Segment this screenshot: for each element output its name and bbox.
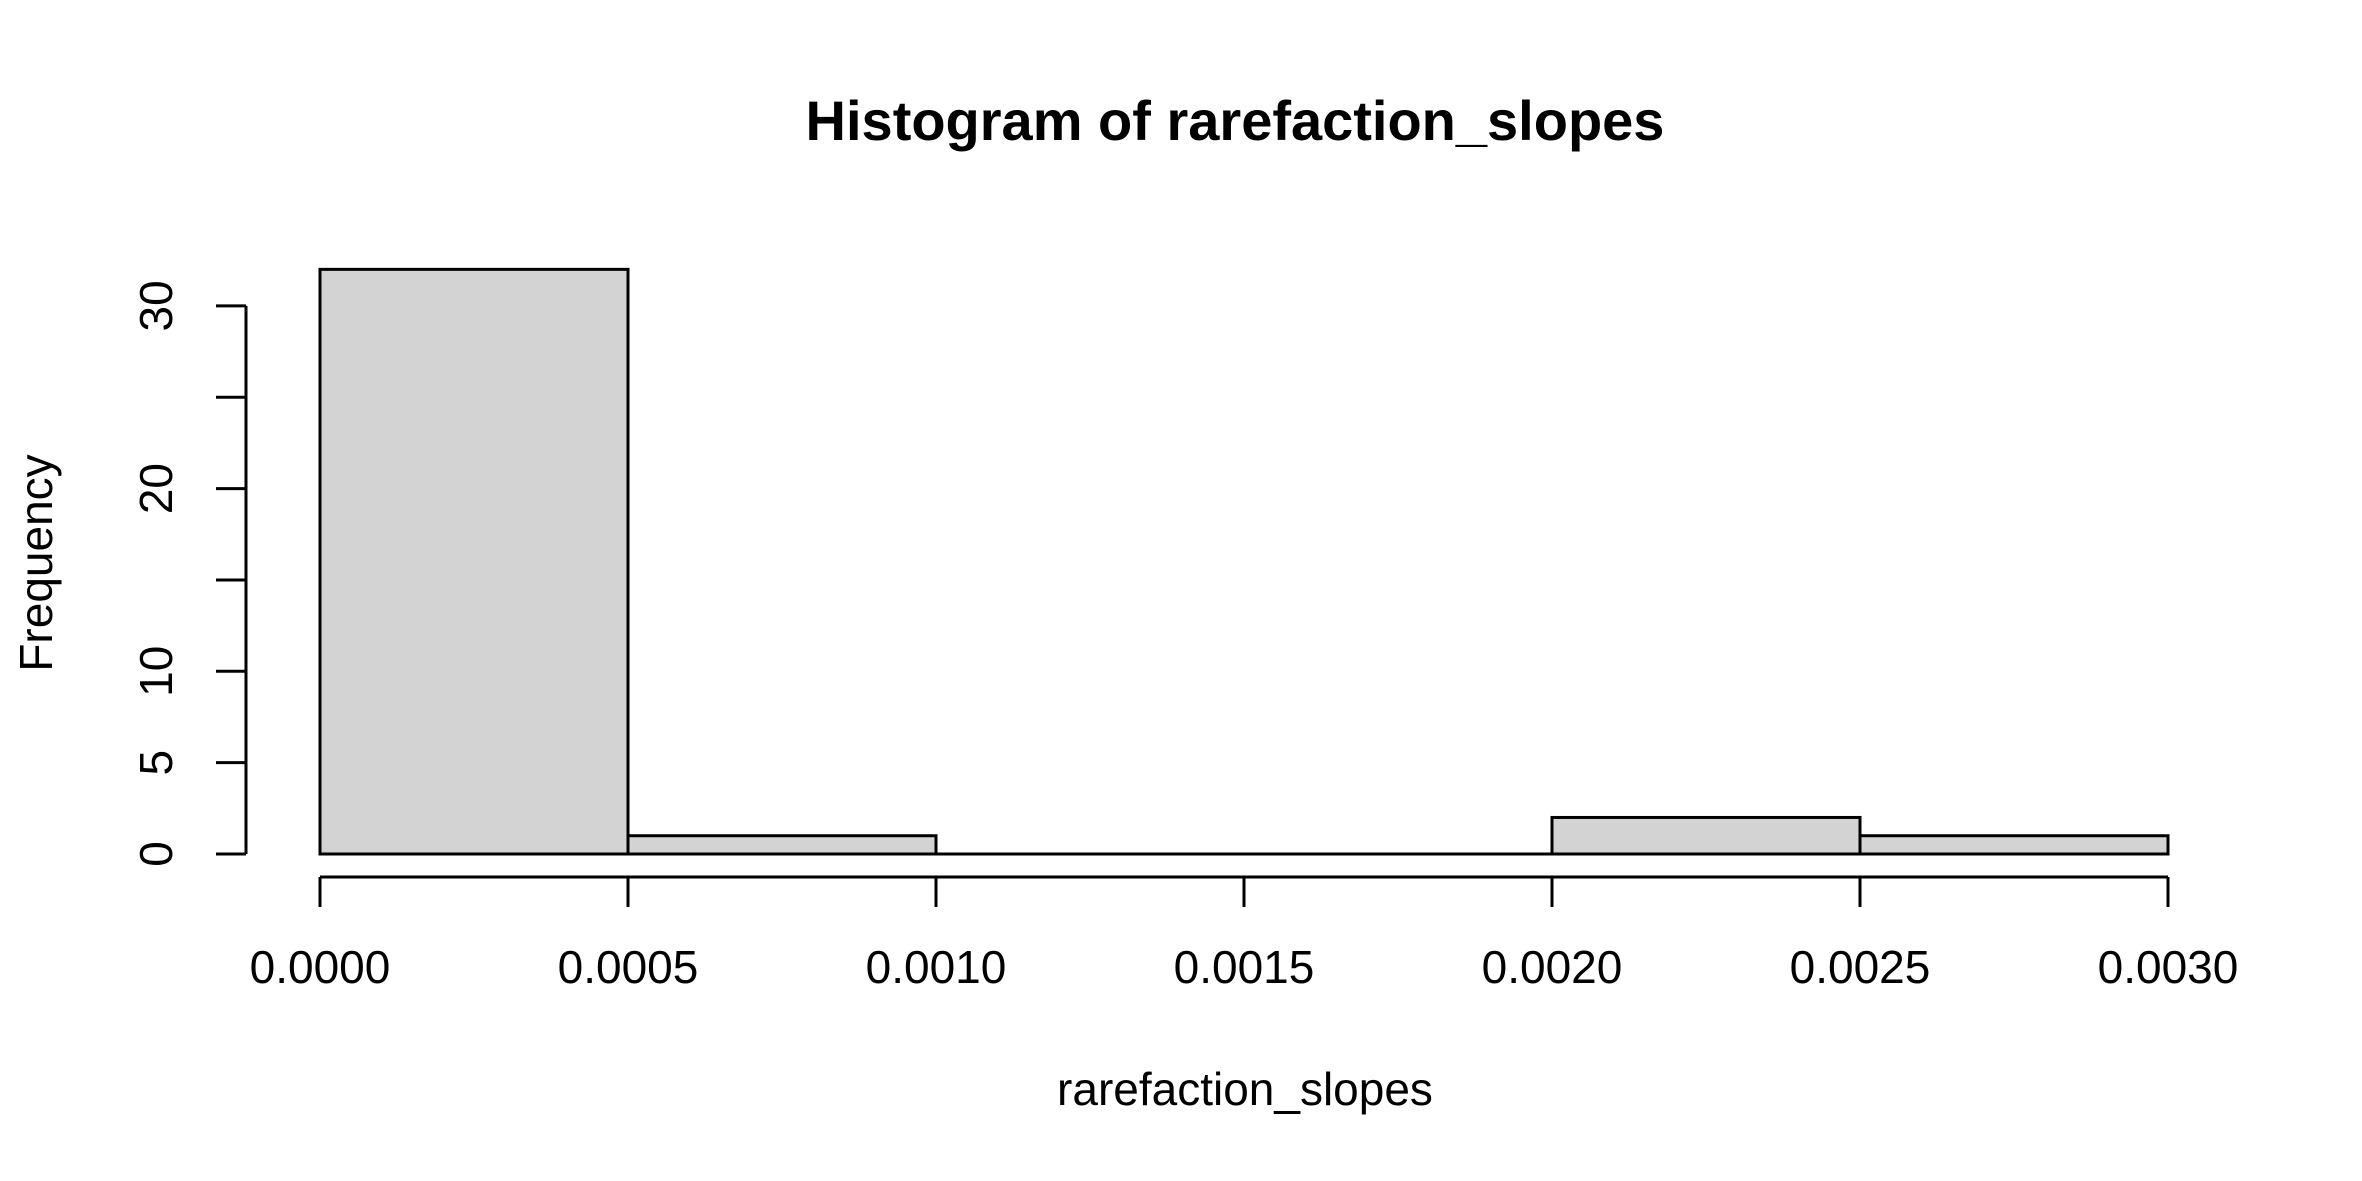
y-tick-label: 0 (130, 841, 182, 867)
x-tick-label: 0.0030 (2098, 941, 2239, 993)
histogram-bar-0 (318, 267, 630, 856)
y-tick-label: 20 (130, 463, 182, 514)
y-axis: 0 5 10 20 30 (130, 280, 248, 867)
x-tick-label: 0.0005 (558, 941, 699, 993)
x-axis: 0.0000 0.0005 0.0010 0.0015 0.0020 0.0025 0.00… (250, 875, 2239, 993)
y-tick-label: 10 (130, 646, 182, 697)
x-tick-label: 0.0025 (1790, 941, 1931, 993)
y-axis-label: Frequency (10, 454, 62, 671)
histogram-bar-4 (1550, 815, 1862, 856)
y-tick-label: 5 (130, 750, 182, 776)
bars-group (318, 267, 2170, 856)
x-tick-label: 0.0020 (1482, 941, 1623, 993)
x-tick-label: 0.0010 (866, 941, 1007, 993)
x-tick-label: 0.0015 (1174, 941, 1315, 993)
histogram-bar-1 (626, 834, 938, 856)
histogram-bar-5 (1858, 834, 2170, 856)
y-tick-label: 30 (130, 280, 182, 331)
x-axis-label: rarefaction_slopes (1057, 1063, 1433, 1115)
x-tick-label: 0.0000 (250, 941, 391, 993)
chart-title: Histogram of rarefaction_slopes (806, 89, 1665, 152)
